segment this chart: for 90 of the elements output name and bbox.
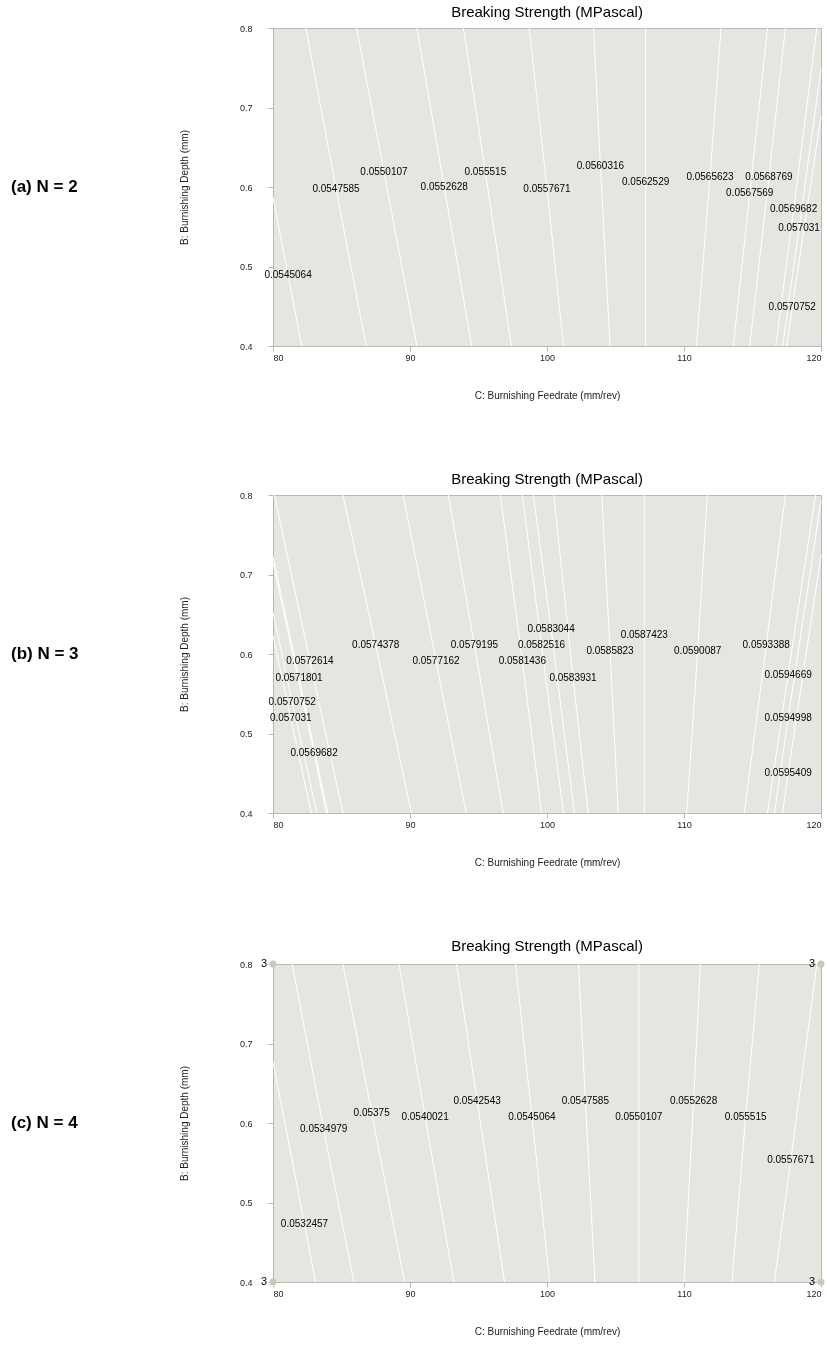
- annotation: 0.0552628: [420, 181, 469, 192]
- annotation: 0.0579195: [450, 639, 499, 651]
- x-tick-label: 80: [273, 1288, 284, 1299]
- annotation: 3: [260, 1275, 267, 1287]
- annotation: 0.0557671: [767, 1153, 815, 1165]
- x-tick-label: 90: [405, 352, 416, 363]
- x-tick-label: 80: [273, 819, 284, 830]
- chart-title: Breaking Strength (MPascal): [451, 3, 643, 20]
- x-tick-label: 110: [677, 819, 692, 830]
- y-tick-label: 0.8: [239, 23, 253, 34]
- text: (a) N = 2: [11, 177, 78, 196]
- annotation: 0.0560316: [576, 159, 625, 171]
- annotation: 0.0572614: [286, 655, 335, 667]
- x-tick-label: 120: [806, 819, 822, 830]
- x-tick-label: 120: [806, 1288, 822, 1299]
- annotation: 0.0550107: [360, 165, 409, 177]
- x-axis-title: C: Burnishing Feedrate (mm/rev): [474, 389, 621, 401]
- y-tick-label: 0.5: [239, 729, 253, 739]
- annotation: 0.0585823: [586, 644, 635, 656]
- annotation: 0.0583044: [527, 623, 576, 635]
- annotation: 0.0532457: [280, 1217, 329, 1229]
- annotation: 0.0593388: [742, 639, 791, 651]
- x-tick-label: 100: [539, 1288, 556, 1299]
- annotation: 0.0570752: [768, 301, 817, 313]
- x-tick-label: 110: [677, 1288, 692, 1299]
- x-tick-label: 90: [405, 819, 416, 830]
- x-tick-label: 80: [273, 352, 284, 363]
- y-tick-label: 0.4: [239, 808, 253, 819]
- y-tick-label: 0.7: [239, 103, 253, 113]
- x-tick-label: 110: [677, 352, 692, 363]
- annotation: 0.0594669: [764, 668, 813, 680]
- annotation: 0.0565623: [686, 170, 735, 182]
- annotation: 0.0562529: [622, 176, 670, 188]
- annotation: 0.0552628: [669, 1094, 718, 1106]
- annotation: 0.0577162: [412, 655, 461, 667]
- annotation: 0.0571801: [275, 671, 324, 683]
- annotation: 0.0534979: [300, 1123, 348, 1135]
- y-axis-title: B: Burnishing Depth (mm): [178, 129, 190, 246]
- y-tick-label: 0.7: [239, 570, 253, 580]
- annotation: 3: [808, 957, 815, 969]
- x-tick-label: 100: [539, 352, 556, 363]
- y-tick-label: 0.7: [239, 1039, 253, 1049]
- chart-title: Breaking Strength (MPascal): [451, 937, 643, 954]
- annotation: 0.0545064: [508, 1110, 556, 1122]
- annotation: 0.0568769: [745, 170, 794, 182]
- annotation: 0.057031: [269, 712, 313, 724]
- x-axis-title: C: Burnishing Feedrate (mm/rev): [474, 1325, 621, 1337]
- x-tick-label: 100: [539, 819, 556, 830]
- annotation: 0.055515: [724, 1110, 767, 1122]
- annotation: 3: [260, 957, 267, 969]
- x-tick-label: 120: [806, 352, 822, 363]
- annotation: 0.0550107: [615, 1110, 663, 1122]
- annotation: 0.055515: [464, 165, 507, 177]
- chart-title: Breaking Strength (MPascal): [451, 470, 643, 487]
- annotation: 0.0542543: [453, 1094, 502, 1106]
- y-tick-label: 0.8: [239, 959, 253, 970]
- annotation: 0.0569682: [290, 747, 339, 759]
- annotation: 0.0583931: [549, 671, 598, 683]
- annotation: 0.057031: [778, 222, 821, 234]
- annotation: 0.0574378: [352, 639, 400, 651]
- y-tick-label: 0.5: [239, 1198, 253, 1208]
- x-tick-label: 90: [405, 1288, 416, 1299]
- annotation: 3: [808, 1275, 815, 1287]
- y-tick-label: 0.4: [239, 341, 253, 352]
- annotation: 0.0595409: [764, 767, 813, 779]
- text: (c) N = 4: [11, 1113, 79, 1132]
- annotation: 0.0547585: [561, 1094, 610, 1106]
- text: (b) N = 3: [11, 644, 79, 663]
- y-tick-label: 0.8: [239, 490, 253, 501]
- y-axis-title: B: Burnishing Depth (mm): [178, 596, 190, 713]
- annotation: 0.0582516: [517, 639, 566, 651]
- y-tick-label: 0.4: [239, 1277, 253, 1288]
- y-tick-label: 0.6: [239, 1118, 253, 1129]
- annotation: 0.0557671: [523, 182, 572, 194]
- annotation: 0.0540021: [401, 1110, 450, 1122]
- annotation: 0.0569682: [769, 203, 818, 215]
- x-axis-title: C: Burnishing Feedrate (mm/rev): [474, 856, 621, 868]
- annotation: 0.0594998: [764, 712, 813, 724]
- annotation: 0.05375: [353, 1106, 391, 1118]
- annotation: 0.0581436: [498, 655, 547, 667]
- annotation: 0.0547585: [312, 182, 361, 194]
- y-axis-title: B: Burnishing Depth (mm): [178, 1065, 190, 1182]
- annotation: 0.0567569: [726, 187, 774, 199]
- y-tick-label: 0.5: [239, 262, 253, 272]
- y-tick-label: 0.6: [239, 182, 253, 193]
- annotation: 0.0570752: [268, 695, 317, 707]
- annotation: 0.0545064: [264, 269, 313, 281]
- annotation: 0.0587423: [620, 628, 669, 640]
- y-tick-label: 0.6: [239, 649, 253, 660]
- annotation: 0.0590087: [674, 644, 722, 656]
